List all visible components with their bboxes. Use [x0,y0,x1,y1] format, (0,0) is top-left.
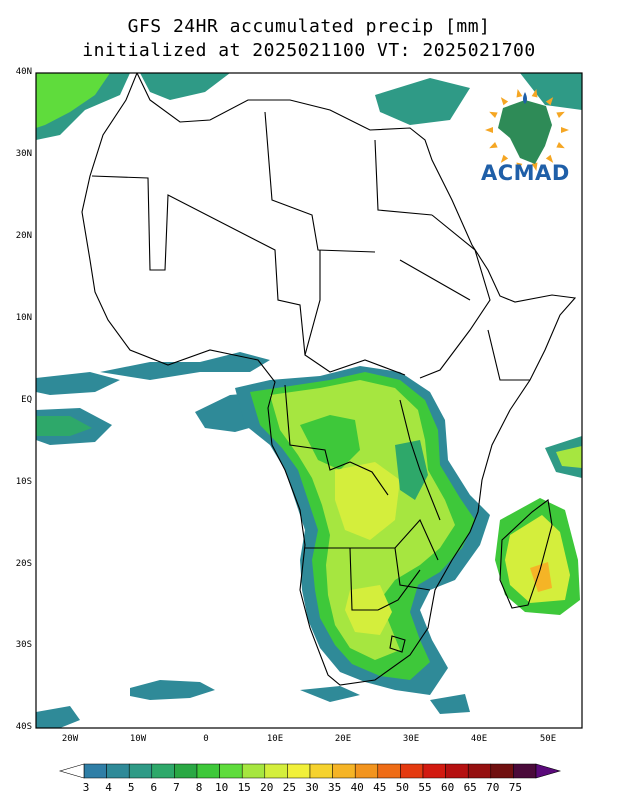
acmad-logo [485,89,569,171]
colorbar-swatch [309,763,333,779]
logo-ray [516,162,523,171]
colorbar-tick-label: 15 [237,781,251,794]
colorbar-tick-label: 35 [327,781,342,794]
lon-label: 20E [334,734,352,744]
colorbar-swatch [128,763,153,779]
lat-label: 10N [15,313,32,323]
logo-ray [500,154,509,163]
colorbar-tick-label: 10 [214,781,229,794]
colorbar-swatch [287,763,311,779]
logo-ray [556,111,565,118]
colorbar-swatch [196,763,220,779]
colorbar-swatch [151,763,175,779]
lon-label: 10W [129,734,147,744]
logo-ray [516,89,523,98]
colorbar-tick-label: 45 [373,781,387,794]
colorbar-over-arrow [535,763,562,779]
lat-label: 40N [15,67,32,77]
logo-ray [545,154,554,163]
colorbar-tick-label: 60 [440,781,455,794]
acmad-logo-text: ACMAD [481,161,570,185]
colorbar-swatch [422,763,446,779]
logo-ray [489,142,498,149]
colorbar-tick-label: 4 [105,781,112,794]
lon-label: 50E [539,734,557,744]
map-title-line1: GFS 24HR accumulated precip [mm] [127,16,491,37]
lat-label: 30N [15,149,32,159]
map-frame [35,72,583,729]
lon-label: 40E [470,734,488,744]
colorbar-swatch [264,763,288,779]
lon-label: 10E [266,734,284,744]
colorbar-swatch [513,763,537,779]
logo-ray [545,97,554,106]
coastlines [81,73,577,686]
colorbar-tick-label: 40 [350,781,364,794]
lat-label: 30S [15,640,32,650]
colorbar-tick-label: 30 [305,781,319,794]
colorbar-tick-label: 55 [418,781,432,794]
colorbar-tick-label: 7 [173,781,180,794]
logo-ray [556,142,565,149]
colorbar-swatch [467,763,492,779]
lat-label: 10S [15,477,32,487]
colorbar-swatch [219,763,243,779]
colorbar-tick-label: 5 [127,781,135,794]
colorbar-swatch [106,763,130,779]
map-title-line2: initialized at 2025021100 VT: 2025021700 [82,40,536,61]
colorbar-tick-label: 70 [486,781,500,794]
colorbar-tick-label: 25 [282,781,297,794]
lon-label: 20W [61,734,79,744]
lon-label: 0 [203,734,209,744]
logo-ray [489,111,498,118]
colorbar-tick-label: 50 [395,781,410,794]
colorbar-swatch [377,763,401,779]
colorbar-swatch [241,763,266,779]
colorbar-swatch [174,763,198,779]
colorbar-tick-label: 65 [463,781,477,794]
colorbar-swatch [332,763,356,779]
logo-ray [531,162,538,171]
colorbar [58,763,562,779]
logo-ray [561,127,569,133]
lat-label: 40S [15,722,32,732]
colorbar-swatch [400,763,424,779]
colorbar-tick-label: 6 [150,781,158,794]
logo-ray [531,89,538,98]
colorbar-tick-label: 3 [82,781,90,794]
colorbar-tick-label: 20 [260,781,274,794]
lat-label: 20S [15,559,32,569]
colorbar-swatch [490,763,514,779]
logo-ray [485,127,493,133]
colorbar-tick-label: 75 [508,781,523,794]
lon-label: 30E [402,734,420,744]
lat-label: 20N [15,231,32,241]
colorbar-swatch [83,763,107,779]
colorbar-swatch [354,763,379,779]
lat-label: EQ [21,395,32,405]
colorbar-swatch [445,763,469,779]
logo-ray [500,97,509,106]
colorbar-under-arrow [58,763,85,779]
colorbar-tick-label: 8 [195,781,203,794]
